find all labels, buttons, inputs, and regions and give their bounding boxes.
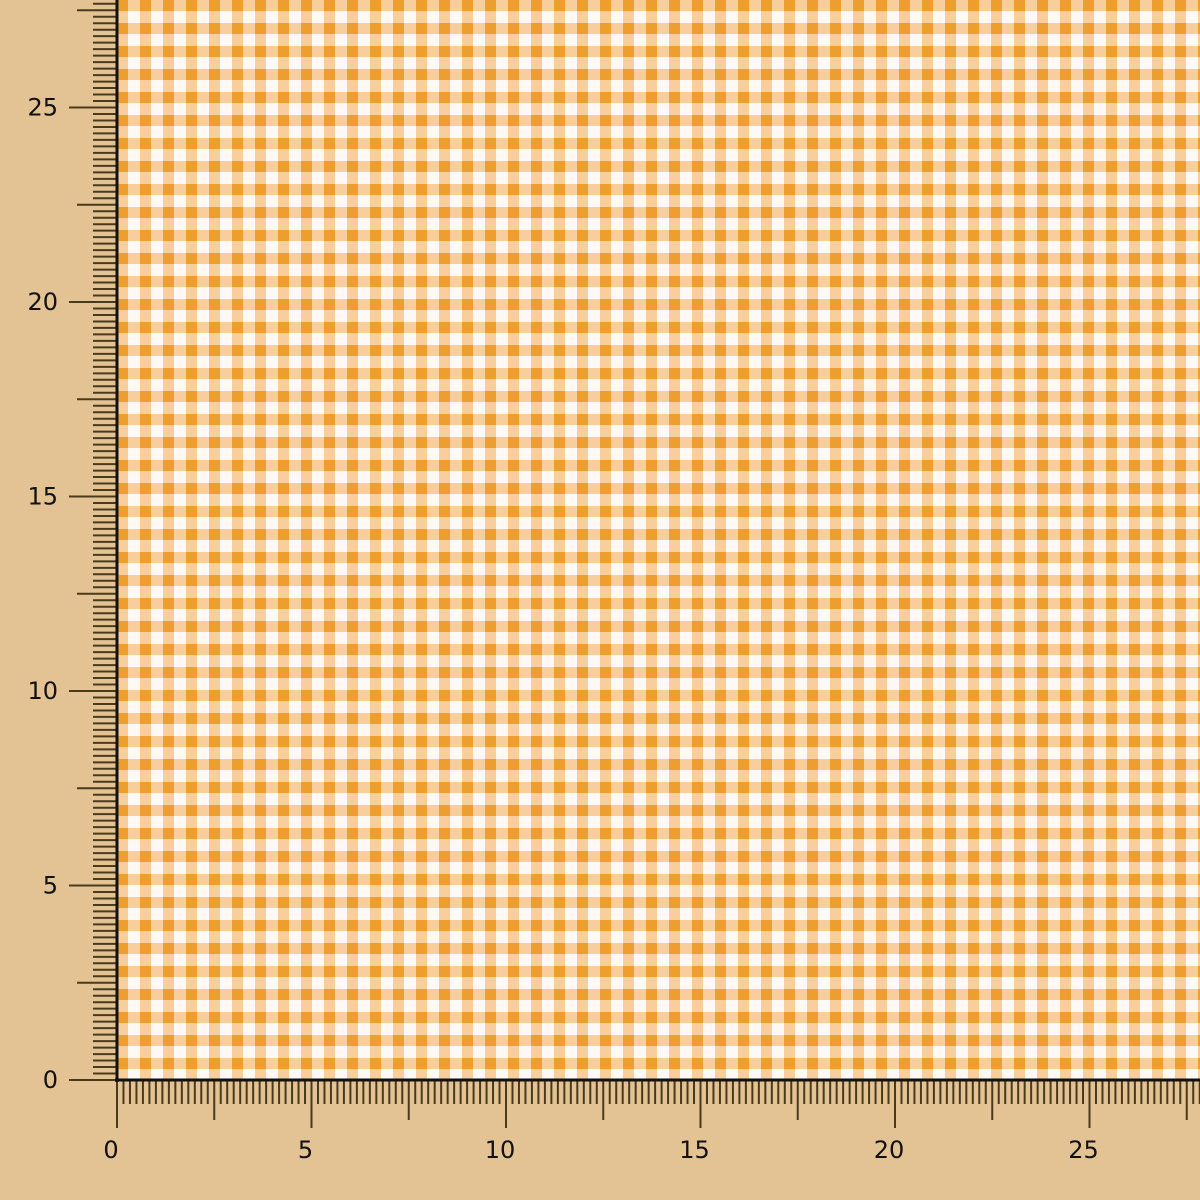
x-tick-label: 10 bbox=[485, 1136, 516, 1164]
y-tick-label: 0 bbox=[43, 1066, 58, 1094]
y-tick-label: 5 bbox=[43, 872, 58, 900]
x-tick-label: 15 bbox=[679, 1136, 710, 1164]
x-tick-label: 0 bbox=[103, 1136, 118, 1164]
y-tick-label: 25 bbox=[27, 94, 58, 122]
x-tick-label: 5 bbox=[298, 1136, 313, 1164]
x-tick-label: 20 bbox=[874, 1136, 905, 1164]
y-tick-label: 15 bbox=[27, 483, 58, 511]
x-tick-label: 25 bbox=[1068, 1136, 1099, 1164]
x-ruler bbox=[116, 1080, 1200, 1128]
y-ruler bbox=[69, 2, 117, 1081]
y-tick-label: 20 bbox=[27, 288, 58, 316]
y-tick-label: 10 bbox=[27, 677, 58, 705]
fabric-area bbox=[117, 0, 1200, 1080]
